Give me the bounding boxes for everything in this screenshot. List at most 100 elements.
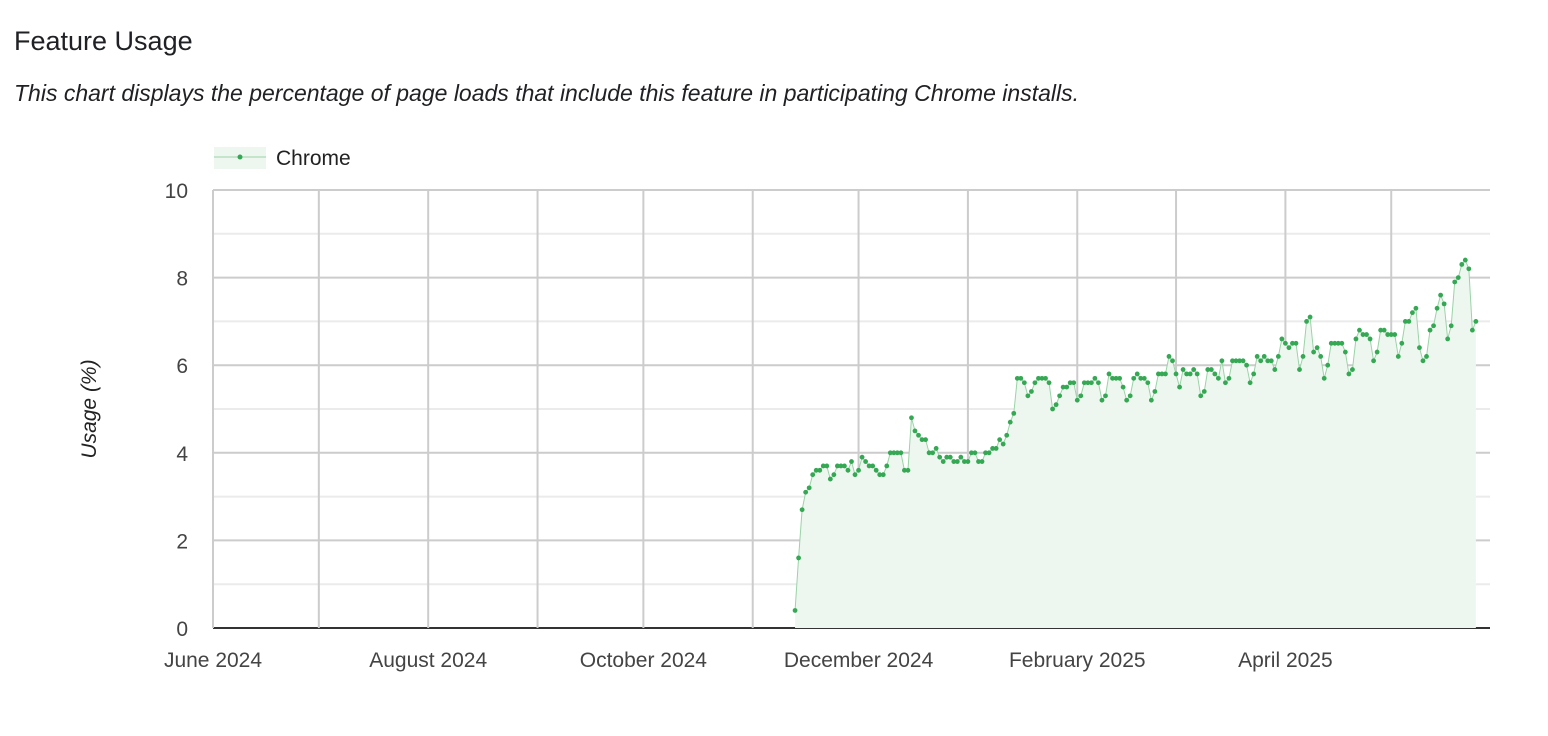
data-point [1399,340,1405,346]
data-point [1226,375,1232,381]
data-point [817,467,823,473]
data-point [1180,367,1186,372]
data-point [1427,327,1433,333]
data-point [1353,336,1359,342]
data-point [1261,354,1267,359]
data-point [905,467,911,473]
legend-label: Chrome [276,147,351,170]
data-point [1385,332,1391,337]
data-point [1208,367,1214,372]
data-point [1318,354,1324,359]
data-point [884,463,890,469]
data-point [1431,323,1436,329]
data-point [1120,384,1126,390]
data-point [1099,397,1105,403]
data-point [1395,354,1401,359]
data-point [1166,354,1172,359]
data-point [1424,354,1429,359]
data-point [1053,402,1059,408]
data-point [1448,323,1454,329]
data-point [1110,375,1115,381]
data-point [1060,384,1066,390]
data-point [1388,332,1394,337]
data-point [845,467,851,473]
x-tick-label: February 2025 [1009,649,1146,672]
data-point [852,472,858,478]
data-point [877,472,883,478]
data-point [1335,340,1341,346]
data-point [1378,327,1384,333]
data-point [1004,432,1010,438]
data-point [1438,292,1444,298]
data-point [1000,441,1006,447]
x-tick-label: April 2025 [1238,649,1333,672]
data-point [1325,362,1331,368]
data-point [1268,358,1274,364]
data-point [1265,358,1271,364]
legend[interactable]: Chrome [214,147,351,170]
data-point [1043,375,1048,381]
data-point [1402,319,1408,324]
data-point [1106,371,1112,377]
data-point [1134,371,1140,377]
data-point [1381,327,1387,333]
data-point [1011,410,1017,416]
data-point [990,446,996,451]
y-tick-label: 0 [176,618,188,641]
data-point [810,472,816,478]
data-point [969,450,974,456]
data-point [1254,354,1260,359]
data-point [1159,371,1165,377]
data-point [1127,393,1133,399]
data-point [1064,384,1070,390]
data-point [1145,380,1151,386]
data-point [1036,375,1041,381]
data-point [1290,340,1295,346]
data-point [1346,371,1352,377]
data-point [1374,349,1380,355]
data-point [799,507,805,513]
data-point [951,459,957,464]
data-point [1184,371,1190,377]
data-point [1113,375,1119,381]
data-point [1342,349,1348,355]
page-title: Feature Usage [14,26,193,56]
data-point [933,446,939,451]
data-point [1409,310,1415,316]
data-point [983,450,988,456]
data-point [1275,354,1281,359]
y-axis-label: Usage (%) [78,359,101,458]
data-point [1223,380,1228,386]
y-tick-label: 8 [176,268,188,291]
data-point [916,432,921,438]
y-tick-label: 6 [176,355,188,378]
data-point [1191,367,1197,372]
data-point [1304,319,1309,324]
x-tick-label: August 2024 [369,649,487,672]
data-point [947,454,953,460]
data-point [940,459,946,464]
data-point [856,467,861,473]
data-point [1212,371,1218,377]
data-point [1131,375,1137,381]
data-point [838,463,844,469]
data-point [1007,419,1013,425]
data-point [870,463,876,469]
data-point [1417,345,1422,351]
data-point [1141,375,1147,381]
data-point [1286,345,1292,351]
series-points [792,257,1479,613]
data-point [1244,362,1249,368]
data-point [937,454,943,460]
data-point [1088,380,1094,386]
data-point [1466,266,1472,272]
data-point [1092,375,1098,381]
data-point [1025,393,1031,399]
data-point [1177,384,1182,390]
data-point [1067,380,1073,386]
data-point [898,450,904,456]
data-point [891,450,897,456]
data-point [1170,358,1175,364]
data-point [1251,371,1257,377]
data-point [1148,397,1154,403]
